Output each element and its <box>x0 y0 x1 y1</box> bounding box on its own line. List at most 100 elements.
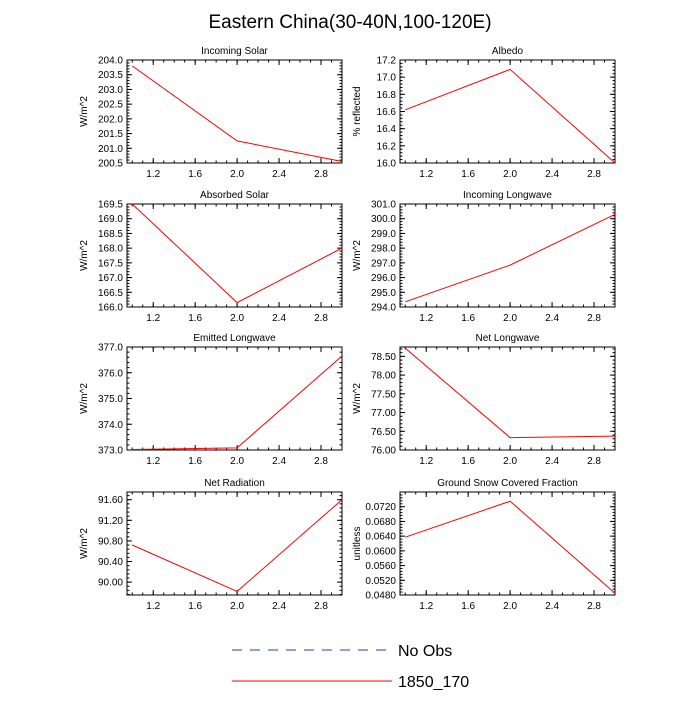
panel-title: Emitted Longwave <box>193 333 276 344</box>
x-tick-label: 1.6 <box>188 601 202 612</box>
x-tick-label: 1.6 <box>188 169 202 180</box>
y-tick-label: 202.0 <box>98 114 123 125</box>
y-tick-label: 203.5 <box>98 70 123 81</box>
panel-5: Emitted Longwave W/m^2 1.2 1.6 2.0 2.4 2.8 373.… <box>79 333 343 467</box>
figure-title: Eastern China(30-40N,100-120E) <box>208 12 491 33</box>
x-tick-label: 1.6 <box>461 601 475 612</box>
x-tick-label: 2.0 <box>230 313 244 324</box>
series-line-1850_170 <box>131 203 343 304</box>
panel-frame <box>126 59 343 164</box>
x-tick-label: 2.0 <box>503 456 517 467</box>
y-tick-label: 300.0 <box>371 214 396 225</box>
x-tick-label: 1.2 <box>146 313 160 324</box>
series-line-1850_170 <box>405 213 616 303</box>
x-tick-label: 2.8 <box>314 456 328 467</box>
y-tick-label: 77.50 <box>371 389 396 400</box>
x-tick-label: 2.8 <box>587 313 601 324</box>
y-tick-label: 301.0 <box>371 200 396 211</box>
y-tick-label: 204.0 <box>98 56 123 67</box>
y-tick-label: 16.2 <box>377 141 397 152</box>
panel-7: Net Radiation W/m^2 1.2 1.6 2.0 2.4 2.8 90.00 90… <box>79 478 343 612</box>
x-tick-label: 1.6 <box>188 313 202 324</box>
panel-2: Albedo % reflected 1.2 1.6 2.0 2.4 2.8 16.0 16.2… <box>352 46 616 180</box>
panel-grid: Incoming Solar W/m^2 1.2 1.6 2.0 2.4 2.8 200.5 2… <box>79 46 616 612</box>
y-tick-label: 16.6 <box>377 107 397 118</box>
y-tick-label: 169.0 <box>98 214 123 225</box>
y-tick-label: 203.0 <box>98 85 123 96</box>
panel-title: Incoming Longwave <box>463 190 552 201</box>
panel-6: Net Longwave W/m^2 1.2 1.6 2.0 2.4 2.8 76.00 76.… <box>352 333 616 467</box>
y-tick-label: 16.0 <box>377 159 397 170</box>
x-tick-label: 1.2 <box>146 169 160 180</box>
y-axis-label: W/m^2 <box>79 383 90 414</box>
y-tick-label: 168.5 <box>98 229 123 240</box>
y-axis-label: W/m^2 <box>352 240 363 271</box>
x-tick-label: 2.4 <box>272 313 286 324</box>
y-tick-label: 201.0 <box>98 144 123 155</box>
y-tick-label: 91.60 <box>98 495 123 506</box>
y-tick-label: 0.0480 <box>365 591 396 602</box>
y-tick-label: 0.0680 <box>365 517 396 528</box>
x-tick-label: 2.4 <box>272 169 286 180</box>
panel-frame <box>126 203 343 308</box>
y-tick-label: 297.0 <box>371 258 396 269</box>
y-tick-label: 0.0520 <box>365 576 396 587</box>
x-tick-label: 1.6 <box>461 169 475 180</box>
x-tick-label: 1.6 <box>461 313 475 324</box>
series-line-1850_170 <box>404 347 616 439</box>
y-tick-label: 17.0 <box>377 73 397 84</box>
panel-1: Incoming Solar W/m^2 1.2 1.6 2.0 2.4 2.8 200.5 2… <box>79 46 343 180</box>
y-axis-label: % reflected <box>352 86 363 136</box>
x-tick-label: 2.8 <box>587 456 601 467</box>
x-tick-label: 2.0 <box>503 169 517 180</box>
y-axis-label: W/m^2 <box>79 240 90 271</box>
panel-frame <box>399 59 616 164</box>
y-tick-label: 169.5 <box>98 200 123 211</box>
y-tick-label: 78.50 <box>371 352 396 363</box>
panel-title: Net Radiation <box>204 478 265 489</box>
y-axis-label: W/m^2 <box>352 383 363 414</box>
y-tick-label: 166.0 <box>98 303 123 314</box>
y-tick-label: 166.5 <box>98 288 123 299</box>
panel-frame <box>399 203 616 308</box>
panel-3: Absorbed Solar W/m^2 1.2 1.6 2.0 2.4 2.8 166.0 1… <box>79 190 343 324</box>
x-tick-label: 2.0 <box>230 601 244 612</box>
y-tick-label: 17.2 <box>377 56 397 67</box>
panel-title: Albedo <box>492 46 524 57</box>
y-tick-label: 77.00 <box>371 408 396 419</box>
panel-frame <box>126 491 343 596</box>
y-axis-label: W/m^2 <box>79 528 90 559</box>
x-tick-label: 2.8 <box>314 169 328 180</box>
y-tick-label: 90.00 <box>98 578 123 589</box>
x-tick-label: 2.0 <box>230 456 244 467</box>
y-tick-label: 167.5 <box>98 258 123 269</box>
x-tick-label: 2.0 <box>230 169 244 180</box>
x-tick-label: 1.6 <box>188 456 202 467</box>
x-tick-label: 2.4 <box>545 456 559 467</box>
x-tick-label: 1.2 <box>419 313 433 324</box>
y-tick-label: 78.00 <box>371 371 396 382</box>
x-tick-label: 1.2 <box>146 456 160 467</box>
y-tick-label: 376.0 <box>98 368 123 379</box>
x-tick-label: 1.2 <box>419 601 433 612</box>
y-tick-label: 375.0 <box>98 394 123 405</box>
x-tick-label: 1.6 <box>461 456 475 467</box>
y-tick-label: 90.40 <box>98 557 123 568</box>
series-line-1850_170 <box>405 500 616 594</box>
series-line-1850_170 <box>131 499 343 592</box>
x-tick-label: 2.8 <box>314 313 328 324</box>
panel-title: Incoming Solar <box>201 46 268 57</box>
y-tick-label: 16.8 <box>377 90 397 101</box>
series-line-1850_170 <box>131 65 343 162</box>
x-tick-label: 1.2 <box>146 601 160 612</box>
panel-8: Ground Snow Covered Fraction unitless 1.2 1… <box>352 478 616 612</box>
y-tick-label: 16.4 <box>377 124 397 135</box>
x-tick-label: 2.8 <box>587 601 601 612</box>
y-tick-label: 201.5 <box>98 129 123 140</box>
x-tick-label: 2.4 <box>545 313 559 324</box>
y-tick-label: 295.0 <box>371 288 396 299</box>
y-tick-label: 373.0 <box>98 446 123 457</box>
y-tick-label: 298.0 <box>371 244 396 255</box>
panel-frame <box>399 491 616 596</box>
